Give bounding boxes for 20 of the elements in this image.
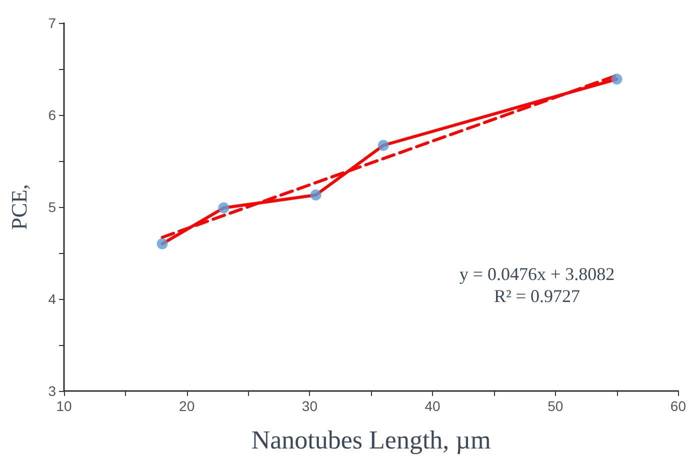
y-axis-title: PCE, [6, 184, 32, 230]
y-tick-label: 4 [48, 291, 56, 307]
x-tick-label: 10 [56, 398, 72, 414]
y-tick-label: 5 [48, 199, 56, 215]
x-tick-label: 50 [548, 398, 564, 414]
point [218, 202, 230, 214]
point [156, 238, 168, 250]
annotation: y = 0.0476x + 3.8082 [459, 264, 615, 284]
y-tick-label: 3 [48, 383, 56, 399]
x-tick-label: 40 [424, 398, 441, 414]
annotation: R² = 0.9727 [494, 286, 580, 306]
y-tick-label: 7 [48, 15, 56, 31]
y-tick-label: 6 [48, 107, 56, 123]
point [310, 190, 322, 201]
point [611, 74, 622, 85]
x-tick-label: 20 [179, 398, 195, 414]
x-axis-title: Nanotubes Length, µm [251, 426, 491, 454]
x-tick-label: 30 [302, 398, 318, 414]
point [378, 140, 389, 151]
x-tick-label: 60 [670, 398, 686, 414]
